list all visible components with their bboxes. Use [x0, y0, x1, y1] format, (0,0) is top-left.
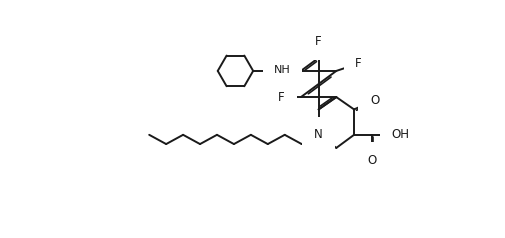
Text: O: O: [367, 154, 376, 167]
Text: F: F: [315, 35, 321, 48]
Text: F: F: [355, 58, 361, 70]
Text: O: O: [370, 94, 379, 107]
Text: NH: NH: [274, 65, 290, 75]
Text: N: N: [314, 128, 322, 141]
Text: F: F: [278, 91, 284, 104]
Text: OH: OH: [391, 128, 409, 141]
